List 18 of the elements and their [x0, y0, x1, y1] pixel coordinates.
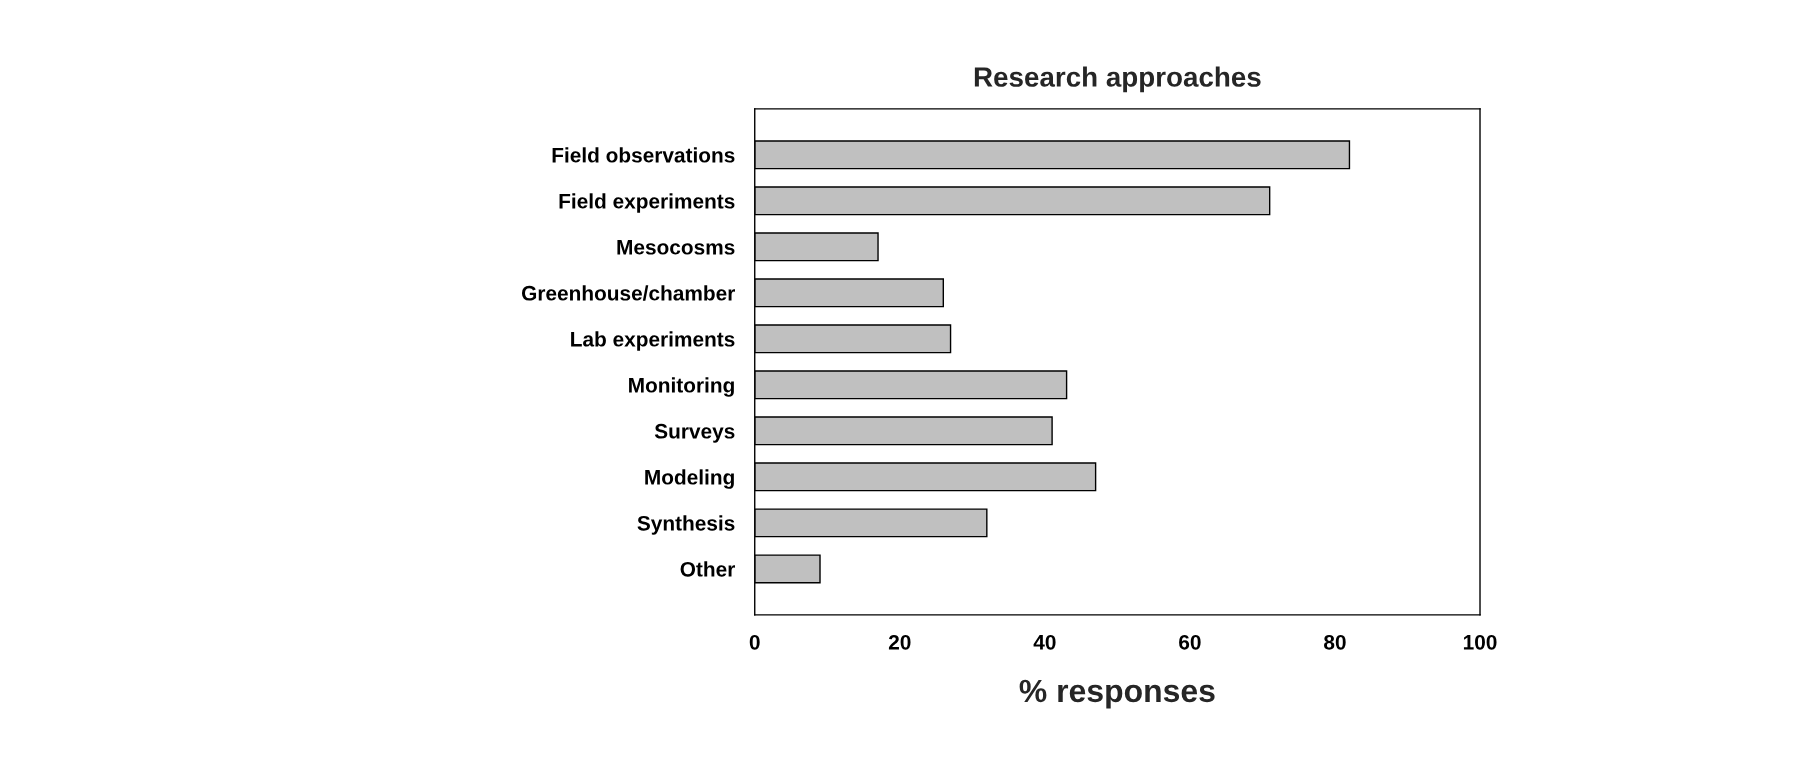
y-tick-label: Surveys	[654, 423, 735, 443]
x-tick-label: 60	[1179, 634, 1201, 650]
chart-title: Research approaches	[974, 66, 1261, 93]
x-tick-label: 100	[1463, 634, 1497, 650]
y-tick-label: Lab experiments	[571, 331, 735, 351]
y-tick-label: Modeling	[645, 469, 734, 489]
x-tick-label: 20	[888, 634, 911, 650]
y-tick-label: Monitoring	[629, 377, 734, 397]
x-tick-label: 0	[749, 634, 760, 650]
x-axis-title: % responses	[1019, 679, 1215, 709]
x-tick-label: 40	[1033, 634, 1056, 650]
x-tick-label: 80	[1324, 634, 1346, 650]
y-tick-label: Field observations	[552, 147, 735, 163]
y-tick-label: Synthesis	[637, 515, 735, 535]
y-tick-label: Greenhouse/chamber	[521, 285, 735, 301]
y-tick-label: Field experiments	[559, 193, 735, 213]
y-tick-label: Mesocosms	[617, 240, 735, 255]
y-tick-label: Other	[680, 561, 735, 577]
